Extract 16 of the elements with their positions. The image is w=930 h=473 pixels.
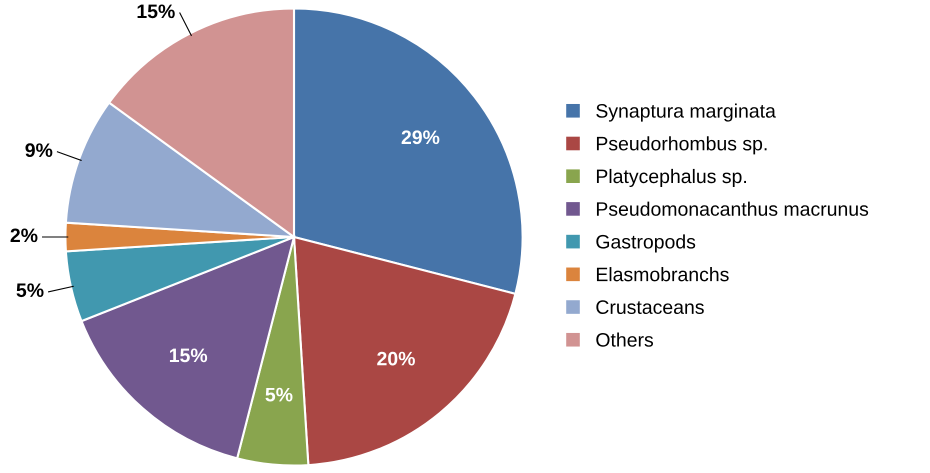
legend-label: Others xyxy=(596,332,654,347)
legend-label: Pseudomonacanthus macrunus xyxy=(596,202,868,216)
data-label: 15% xyxy=(170,348,208,362)
legend-label: Elasmobranchs xyxy=(596,267,729,282)
legend-label: Synaptura marginata xyxy=(596,103,776,122)
legend-label: Pseudorhombus sp. xyxy=(596,136,767,154)
data-label: 2% xyxy=(10,228,38,242)
legend-label: Platycephalus sp. xyxy=(596,168,746,188)
legend-label: Gastropods xyxy=(596,234,696,252)
data-label: 29% xyxy=(402,130,440,144)
data-label: 5% xyxy=(265,388,292,402)
data-label: 5% xyxy=(16,283,44,298)
data-label: 15% xyxy=(138,4,175,18)
data-label: 20% xyxy=(377,352,415,366)
legend-label: Crustaceans xyxy=(596,300,704,314)
data-label: 9% xyxy=(25,143,52,158)
